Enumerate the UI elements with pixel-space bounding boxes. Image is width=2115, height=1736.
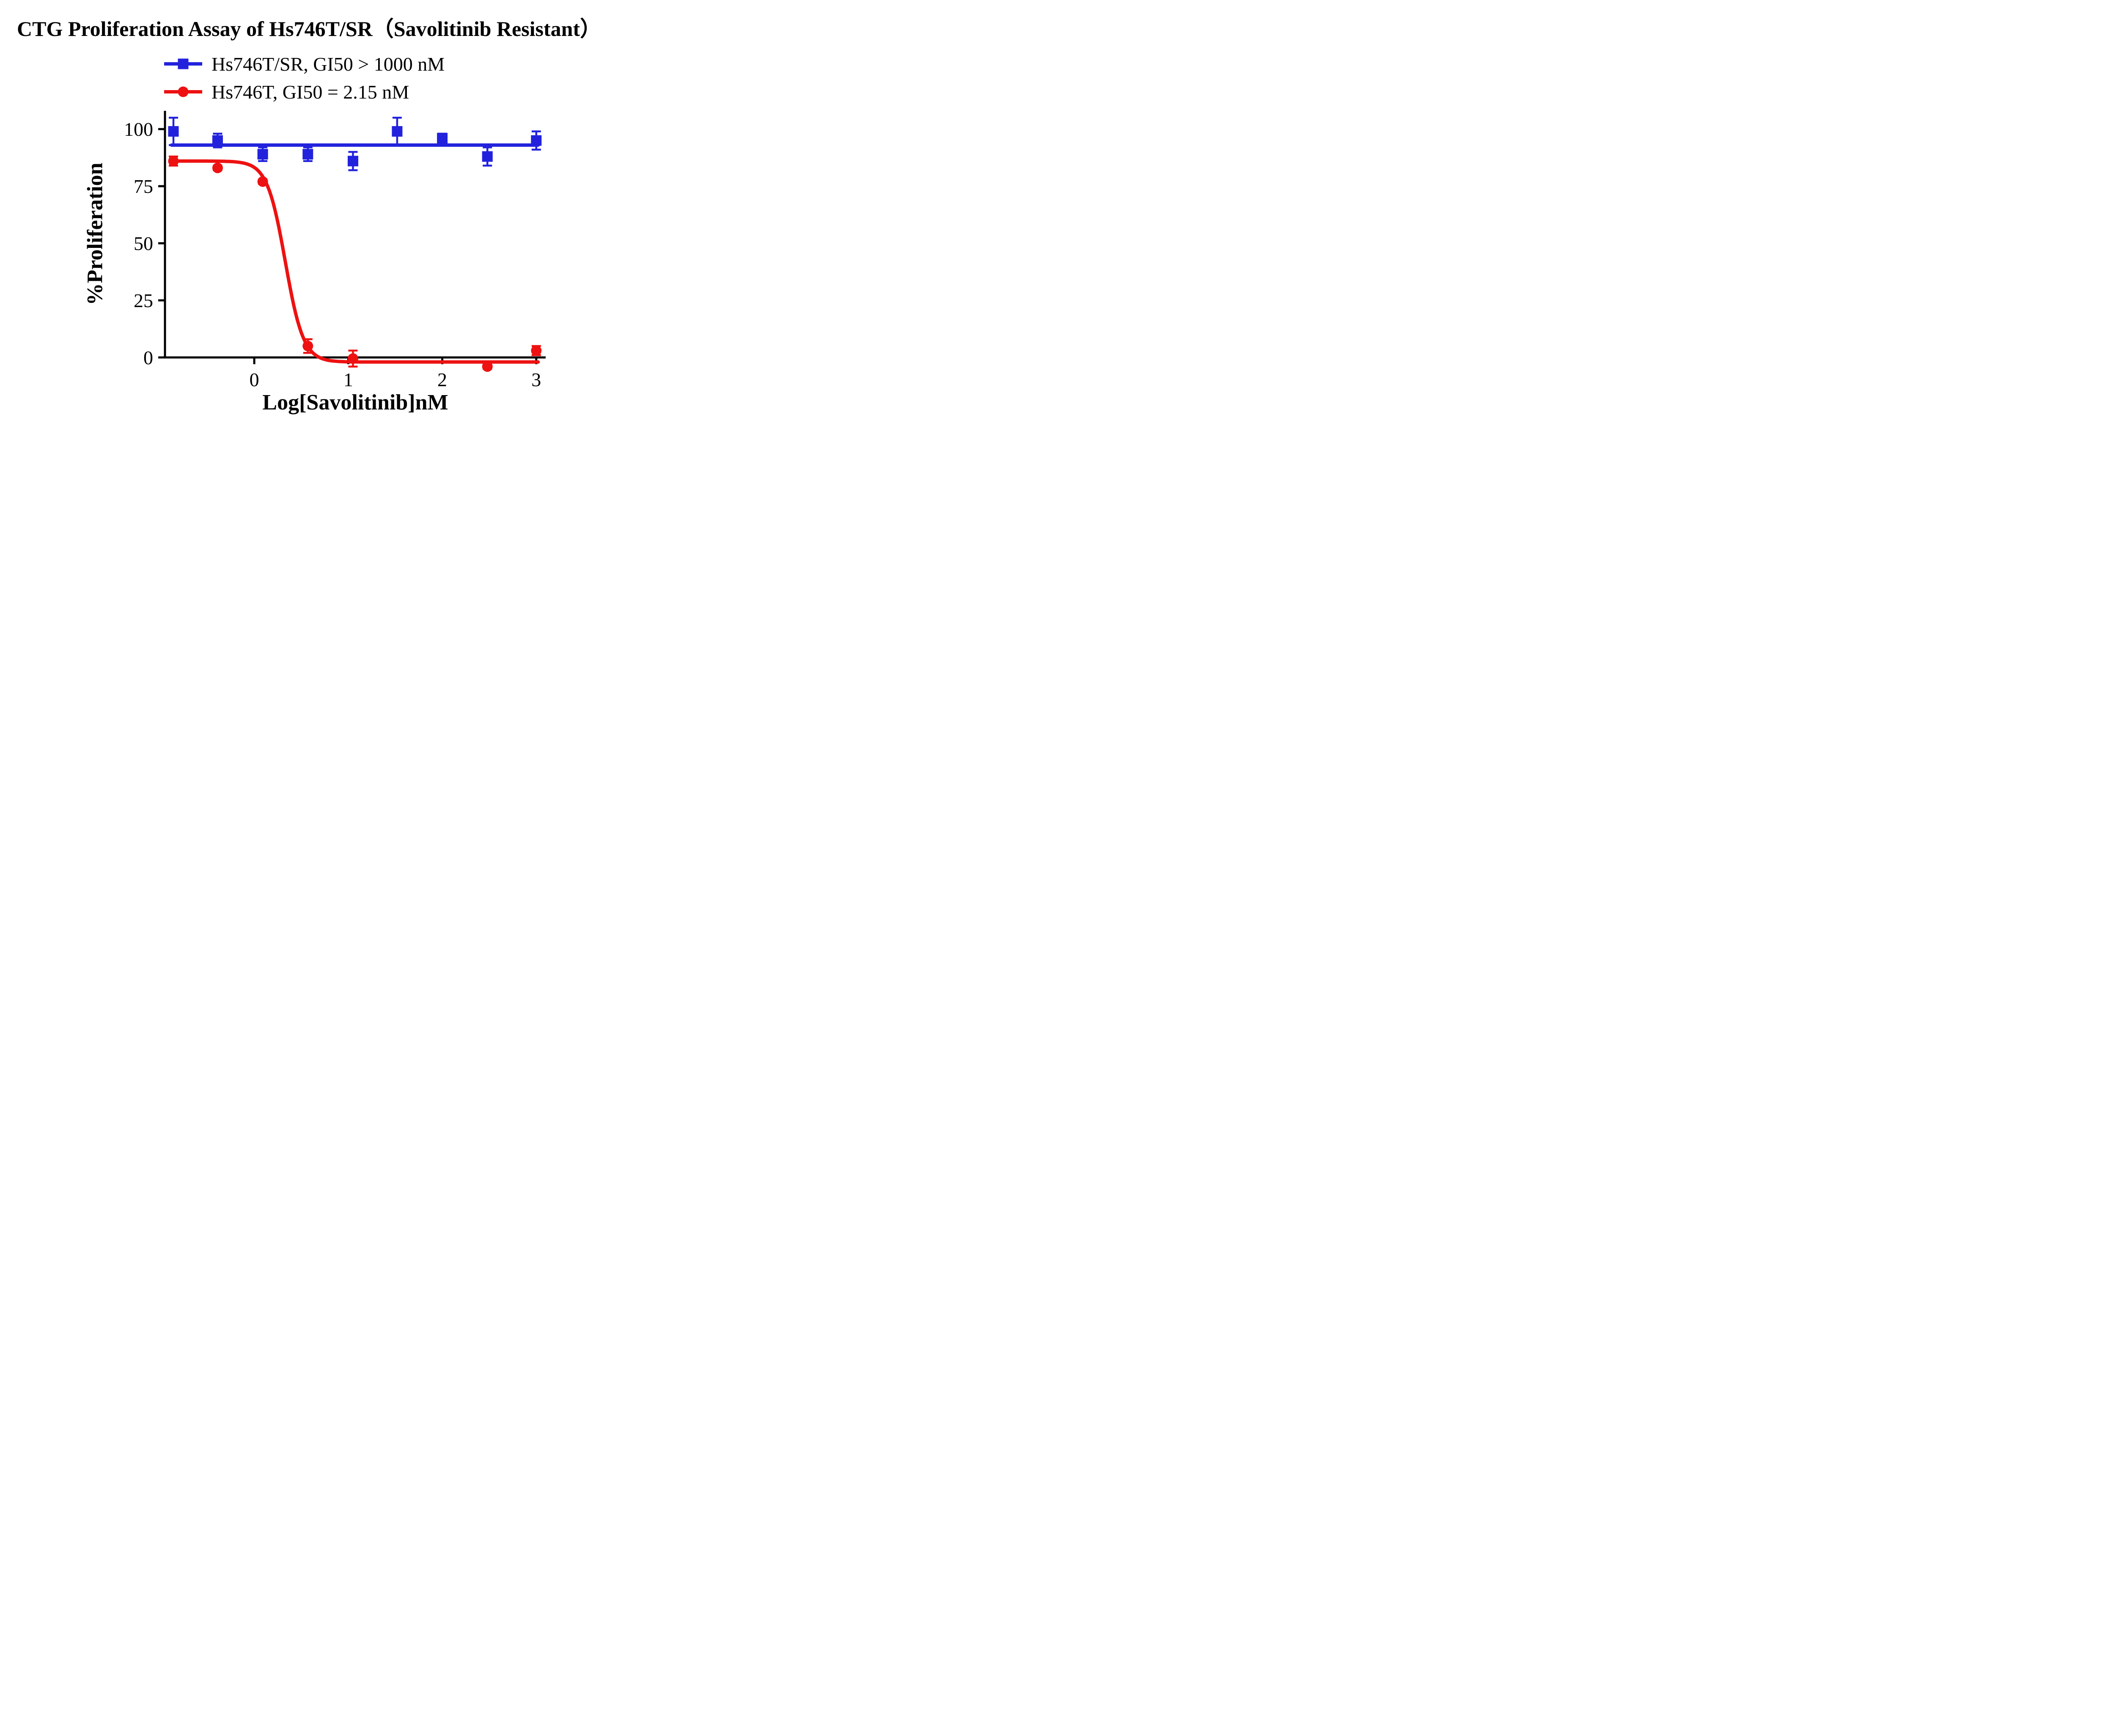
svg-text:50: 50 (134, 233, 153, 254)
svg-text:3: 3 (531, 369, 541, 390)
svg-text:0: 0 (250, 369, 259, 390)
svg-text:75: 75 (134, 176, 153, 197)
legend-item-hs746tsr: Hs746T/SR, GI50 > 1000 nM (164, 50, 445, 78)
svg-text:2: 2 (437, 369, 447, 390)
legend-label-hs746t: Hs746T, GI50 = 2.15 nM (212, 81, 409, 103)
proliferation-assay-chart: CTG Proliferation Assay of Hs746T/SR（Sav… (0, 0, 689, 434)
legend: Hs746T/SR, GI50 > 1000 nM Hs746T, GI50 =… (164, 50, 445, 106)
svg-text:100: 100 (124, 118, 153, 140)
legend-circle-marker-icon (164, 85, 202, 98)
chart-title: CTG Proliferation Assay of Hs746T/SR（Sav… (17, 17, 602, 41)
legend-square-marker-icon (164, 58, 202, 70)
legend-item-hs746t: Hs746T, GI50 = 2.15 nM (164, 78, 445, 106)
legend-label-hs746tsr: Hs746T/SR, GI50 > 1000 nM (212, 53, 445, 75)
svg-text:0: 0 (143, 347, 153, 368)
plot-area: 0 25 50 75 100 0 1 2 3 (124, 111, 546, 390)
svg-text:1: 1 (343, 369, 353, 390)
svg-text:25: 25 (134, 290, 153, 311)
y-axis-label: %Proliferation (83, 162, 107, 305)
x-axis-label: Log[Savolitinib]nM (262, 390, 448, 415)
